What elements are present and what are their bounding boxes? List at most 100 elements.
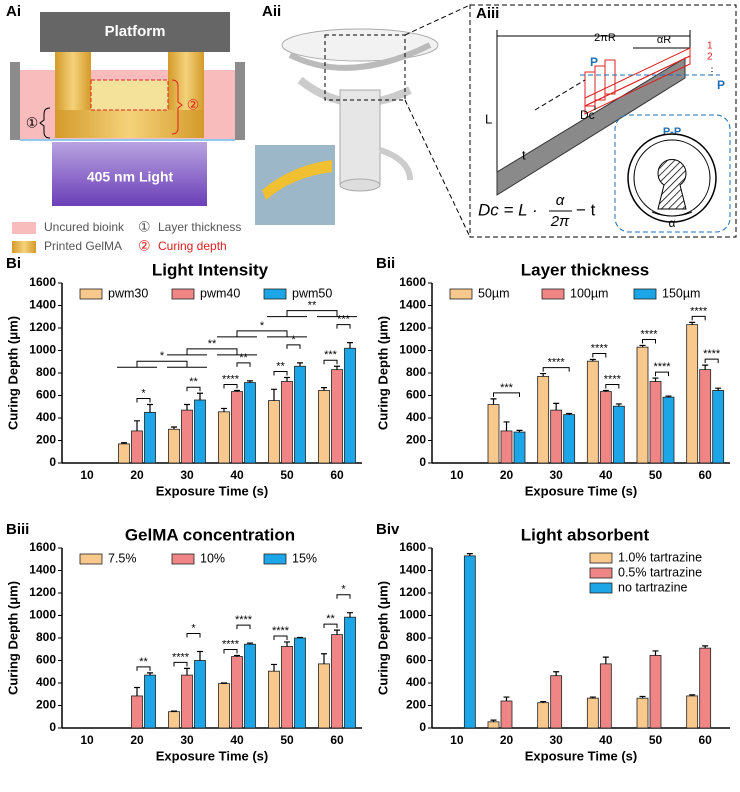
error-bar	[134, 420, 140, 431]
error-bar	[147, 672, 153, 676]
bar	[268, 400, 280, 464]
error-bar	[247, 380, 253, 383]
bar	[294, 365, 306, 464]
significance-label: *	[341, 584, 346, 596]
vat-wall	[235, 62, 245, 140]
significance-bracket	[186, 386, 201, 392]
gelma	[55, 110, 204, 138]
significance-bracket	[336, 324, 351, 329]
legend-label: Layer thickness	[158, 220, 241, 234]
x-tick-label: 60	[330, 468, 344, 482]
legend-label: 150µm	[662, 286, 700, 300]
error-bar	[466, 553, 473, 556]
error-bar	[197, 650, 203, 661]
panel-label: Biv	[376, 521, 400, 538]
bar	[144, 411, 156, 464]
y-axis-label: Curing Depth (μm)	[5, 316, 20, 430]
significance-bracket	[117, 360, 207, 368]
legend-swatch	[541, 288, 565, 300]
legend-swatch	[589, 552, 613, 564]
significance-bracket	[236, 624, 251, 630]
photo	[255, 145, 335, 225]
significance-label: ****	[548, 356, 566, 368]
significance-bracket	[267, 310, 357, 318]
error-bar	[321, 653, 327, 664]
legend-label: pwm30	[108, 286, 148, 300]
chart: Bi Light Intensity 0 200 400 600 800 1000 1200 14…	[5, 255, 362, 498]
legend-label: no tartrazine	[618, 580, 688, 594]
significance-bracket	[136, 398, 151, 403]
bar	[181, 409, 193, 464]
error-bar	[503, 421, 510, 431]
y-tick-label: 1000	[29, 343, 56, 357]
error-bar	[347, 612, 353, 618]
error-bar	[589, 358, 596, 362]
platform	[40, 12, 230, 52]
significance-bracket	[691, 315, 706, 321]
bar	[699, 369, 712, 464]
x-tick-label: 40	[599, 733, 613, 747]
legend-label: 7.5%	[108, 551, 137, 565]
panel-label: Ai	[6, 3, 21, 20]
legend-label: 50µm	[478, 286, 510, 300]
significance-label: ****	[703, 348, 721, 360]
photo-print	[262, 160, 332, 200]
error-bar	[184, 667, 190, 676]
bar	[344, 347, 356, 464]
spiral	[378, 147, 413, 181]
significance-label: *	[260, 320, 265, 332]
legend-swatch	[171, 553, 195, 565]
legend-swatch	[589, 567, 613, 579]
bar	[218, 411, 230, 464]
significance-label: **	[326, 613, 335, 625]
significance-bracket	[273, 635, 288, 640]
bar	[118, 443, 130, 464]
error-bar	[234, 389, 240, 392]
chart-title: Light Intensity	[152, 260, 269, 279]
error-bar	[184, 403, 190, 411]
bar	[281, 646, 293, 729]
legend-label: 10%	[200, 551, 225, 565]
bar	[662, 396, 675, 464]
bar	[636, 697, 649, 729]
legend-swatch	[263, 288, 287, 300]
chart-title: GelMA concentration	[125, 525, 295, 544]
legend-swatch	[633, 288, 657, 300]
significance-bracket	[286, 344, 301, 349]
significance-label: **	[208, 338, 217, 350]
bar	[331, 369, 343, 464]
bar	[131, 695, 143, 729]
y-tick-label: 1600	[399, 275, 426, 289]
legend-swatch	[12, 222, 36, 234]
legend-swatch	[589, 582, 613, 594]
bar	[550, 409, 563, 464]
y-tick-label: 1200	[29, 320, 56, 334]
section-label: P	[717, 78, 725, 92]
error-bar	[516, 429, 523, 433]
x-tick-label: 40	[599, 468, 613, 482]
error-bar	[639, 344, 646, 348]
marker-1: ①	[26, 115, 39, 131]
y-axis-label: Curing Depth (μm)	[375, 581, 390, 695]
x-tick-label: 50	[280, 468, 294, 482]
formula: − t	[576, 200, 596, 219]
bar	[168, 711, 180, 729]
error-bar	[271, 388, 277, 401]
y-tick-label: 400	[406, 675, 426, 689]
error-bar	[652, 377, 659, 382]
significance-bracket	[136, 666, 151, 671]
x-tick-label: 30	[549, 733, 563, 747]
error-bar	[247, 642, 253, 645]
significance-label: ****	[653, 361, 671, 373]
platform-label: Platform	[105, 23, 166, 40]
error-bar	[121, 442, 127, 444]
layer-label: ⋮	[707, 67, 717, 78]
spiral	[288, 42, 432, 71]
significance-bracket	[493, 392, 520, 397]
bar	[331, 634, 343, 729]
error-bar	[652, 650, 659, 656]
y-tick-label: 600	[406, 653, 426, 667]
y-tick-label: 1200	[399, 585, 426, 599]
bar	[281, 381, 293, 464]
